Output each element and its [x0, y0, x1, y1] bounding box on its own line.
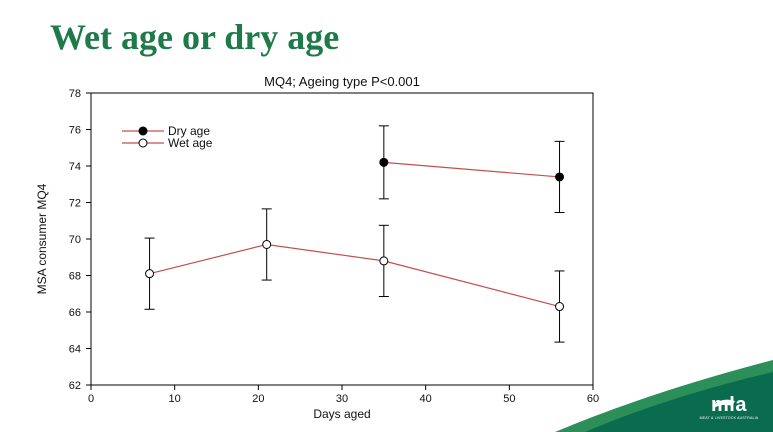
plot-frame [90, 92, 594, 386]
series-layer [144, 125, 565, 343]
x-tick-label: 10 [169, 393, 181, 405]
legend-label: Dry age [168, 124, 210, 138]
series-line [149, 243, 560, 308]
x-tick-label: 20 [252, 393, 264, 405]
data-point [379, 256, 389, 266]
y-tick-label: 70 [69, 234, 81, 246]
data-point [145, 269, 155, 279]
y-tick-label: 68 [69, 271, 81, 283]
legend-marker [138, 126, 148, 136]
y-tick-label: 72 [69, 198, 81, 210]
y-tick-label: 62 [69, 380, 81, 392]
y-tick-label: 66 [69, 307, 81, 319]
series-wet-age [144, 208, 565, 343]
slide-title: Wet age or dry age [50, 17, 340, 57]
data-point [262, 239, 272, 249]
y-tick-label: 64 [69, 344, 81, 356]
x-tick-label: 40 [420, 393, 432, 405]
data-point [555, 172, 565, 182]
axis-ticks: 0 10 20 30 40 50 60 62 64 66 68 70 72 74 76 78 [69, 88, 599, 405]
brand-tagline: MEAT & LIVESTOCK AUSTRALIA [699, 416, 759, 420]
x-tick-label: 60 [587, 393, 599, 405]
brand-name: mla [711, 394, 747, 416]
y-axis-label: MSA consumer MQ4 [35, 183, 49, 294]
series-dry-age [378, 125, 565, 214]
data-point [555, 302, 565, 312]
data-point [379, 157, 389, 167]
x-tick-label: 0 [88, 393, 94, 405]
chart-title: MQ4; Ageing type P<0.001 [264, 74, 420, 89]
x-tick-label: 50 [503, 393, 515, 405]
x-tick-label: 30 [336, 393, 348, 405]
brand-logo: mla MEAT & LIVESTOCK AUSTRALIA [699, 395, 759, 420]
x-axis-label: Days aged [313, 407, 370, 421]
y-tick-label: 78 [69, 88, 81, 100]
legend-marker [138, 138, 148, 148]
y-tick-label: 74 [69, 161, 81, 173]
series-line [383, 161, 560, 178]
legend-label: Wet age [168, 136, 213, 150]
y-tick-label: 76 [69, 125, 81, 137]
